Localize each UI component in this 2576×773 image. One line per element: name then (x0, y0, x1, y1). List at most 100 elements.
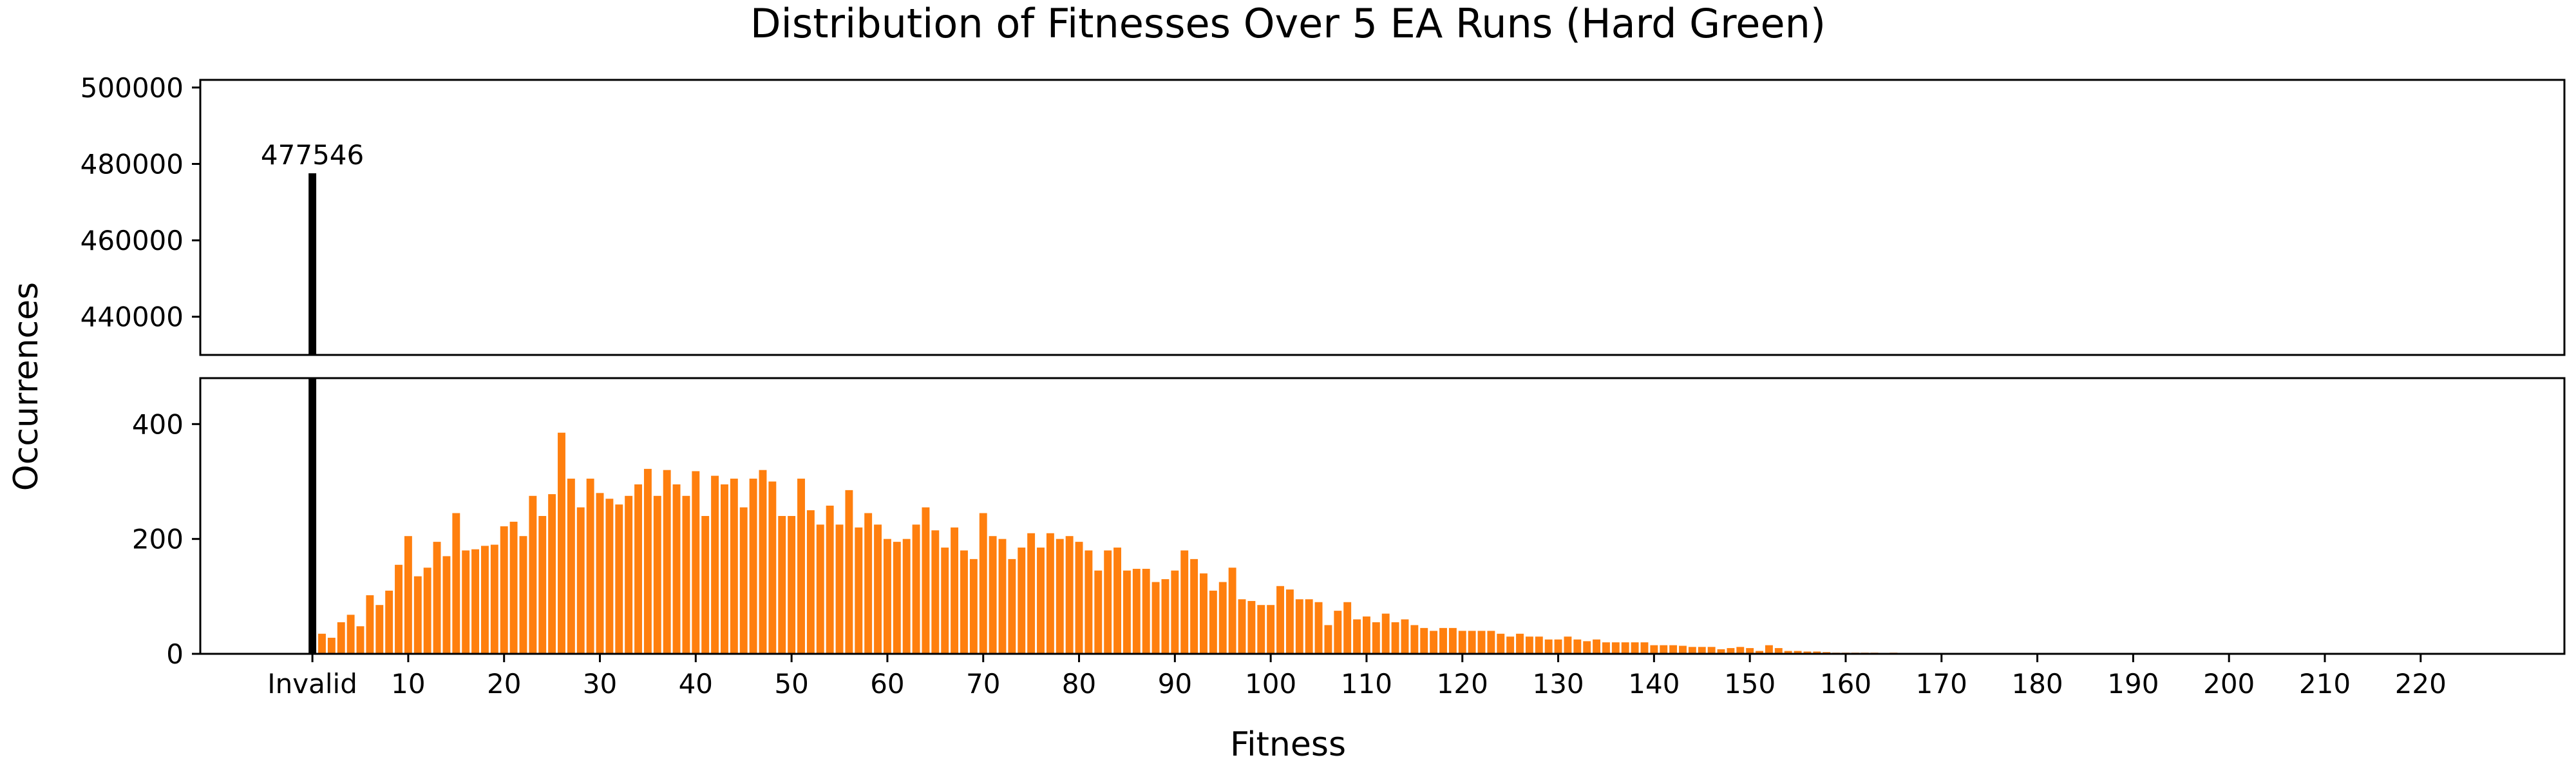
fitness-bar (1458, 631, 1466, 654)
fitness-bar (1142, 569, 1150, 654)
fitness-bar (433, 542, 441, 654)
fitness-bar (941, 548, 949, 654)
fitness-bar (480, 546, 489, 654)
fitness-bar (1717, 649, 1725, 654)
fitness-bar (1794, 651, 1802, 654)
fitness-bar (1640, 642, 1649, 654)
bottom-panel: 0 200 400 Invalid 10 20 30 40 50 60 70 80 90 100 110 12… (132, 377, 2566, 700)
fitness-bar (788, 516, 796, 654)
fitness-bar (1065, 536, 1074, 654)
fitness-bar (711, 475, 719, 654)
fitness-bar (1084, 550, 1093, 654)
invalid-bar-bottom (308, 378, 317, 654)
fitness-bar (1564, 636, 1572, 654)
fitness-bar (1669, 645, 1678, 654)
x-tick-label: 180 (2011, 668, 2063, 700)
fitness-bar (969, 558, 978, 654)
x-tick-label: 40 (679, 668, 713, 700)
fitness-bar (1679, 645, 1687, 654)
fitness-bar (1391, 622, 1399, 654)
invalid-bar-top (308, 173, 317, 355)
fitness-bar (1420, 627, 1428, 654)
fitness-bar (672, 484, 681, 654)
fitness-bar (1621, 642, 1629, 654)
y-tick-label: 0 (166, 638, 184, 670)
fitness-bar (404, 536, 412, 654)
fitness-bar (1247, 600, 1256, 654)
fitness-bar (1257, 605, 1265, 654)
fitness-bar (1593, 639, 1601, 654)
fitness-bar (1094, 570, 1103, 654)
fitness-bar (806, 510, 815, 654)
fitness-bar (989, 536, 997, 654)
fitness-bar (1516, 633, 1524, 654)
fitness-bar (605, 499, 614, 654)
fitness-bar (979, 513, 987, 654)
fitness-bar (1736, 647, 1745, 654)
fitness-bar (701, 516, 710, 654)
fitness-bar (318, 633, 326, 654)
fitness-bar (509, 521, 518, 654)
fitness-bar (519, 536, 527, 654)
fitness-bar (1075, 542, 1083, 654)
fitness-bar (1037, 548, 1045, 654)
fitness-bar (346, 615, 355, 654)
fitness-bar (1497, 633, 1505, 654)
fitness-bar (1314, 602, 1323, 654)
fitness-bar (1688, 647, 1696, 654)
bottom-panel-frame (199, 377, 2566, 655)
fitness-bar (730, 479, 738, 654)
fitness-bar (529, 495, 537, 654)
fitness-bar (902, 539, 911, 654)
x-tick-label: 120 (1437, 668, 1488, 700)
x-tick-label: 140 (1628, 668, 1680, 700)
x-tick-label: 150 (1724, 668, 1776, 700)
fitness-bar (1180, 550, 1189, 654)
fitness-bar (1324, 625, 1332, 654)
fitness-bar (625, 495, 633, 654)
fitness-bar (1113, 548, 1122, 654)
x-tick-label: 10 (391, 668, 425, 700)
fitness-bar (500, 526, 508, 654)
fitness-bar (1583, 641, 1591, 654)
fitness-bar (951, 527, 959, 654)
fitness-bar (1439, 627, 1447, 654)
fitness-bar (567, 479, 575, 654)
fitness-bar (634, 484, 642, 654)
y-tick-label: 500000 (80, 72, 184, 104)
fitness-bar (471, 549, 480, 654)
fitness-bar (1353, 619, 1361, 654)
fitness-bar (1477, 631, 1486, 654)
fitness-bar (643, 468, 652, 654)
fitness-bar (586, 479, 594, 654)
top-panel-frame (199, 79, 2566, 356)
fitness-bar (1122, 570, 1131, 654)
fitness-bar (1190, 558, 1198, 654)
fitness-bar (1803, 651, 1812, 654)
x-tick-label: 110 (1341, 668, 1392, 700)
fitness-bar (413, 576, 422, 654)
fitness-bar (1343, 602, 1352, 654)
x-tick-label: 210 (2299, 668, 2351, 700)
y-axis-label: Occurrences (7, 282, 46, 491)
fitness-bar (1535, 636, 1543, 654)
fitness-bar (960, 550, 968, 654)
fitness-bar (1132, 569, 1141, 654)
x-tick-label: 130 (1532, 668, 1584, 700)
fitness-bar (1756, 651, 1763, 654)
fitness-bar (1506, 636, 1515, 654)
fitness-bar (1765, 645, 1773, 654)
fitness-bar (1774, 648, 1783, 654)
fitness-bar (1056, 539, 1064, 654)
fitness-bar (366, 595, 374, 654)
y-tick-label: 200 (132, 524, 184, 555)
fitness-bar (1008, 558, 1016, 654)
fitness-bar (874, 524, 882, 654)
fitness-bar (1171, 570, 1179, 654)
fitness-bar (1027, 533, 1036, 654)
fitness-bar (1151, 582, 1160, 654)
fitness-bar (1660, 645, 1668, 654)
fitness-bar (1161, 579, 1170, 654)
fitness-bar (356, 626, 365, 654)
